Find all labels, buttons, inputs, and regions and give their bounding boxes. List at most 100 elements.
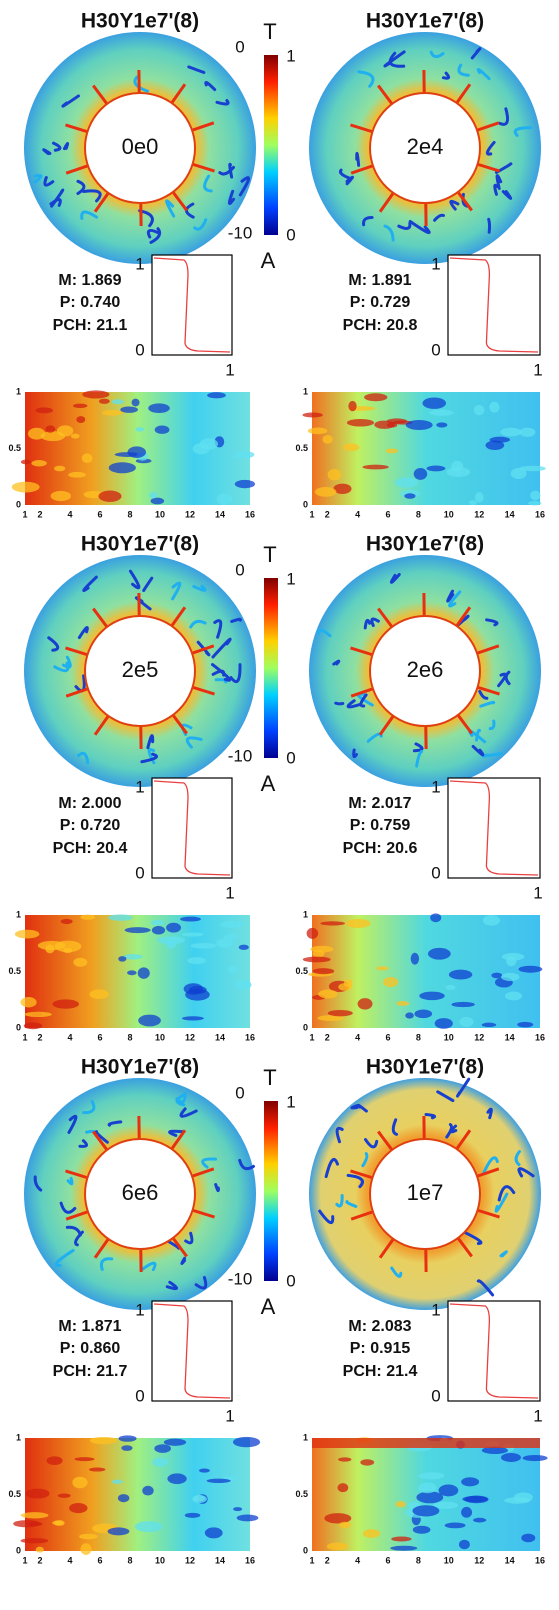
plume bbox=[140, 1261, 157, 1272]
plume bbox=[497, 1185, 516, 1202]
profile-curve bbox=[449, 257, 539, 353]
heatmap-blob bbox=[236, 1514, 259, 1522]
heatmap-blob bbox=[111, 1479, 123, 1484]
plume bbox=[238, 1158, 255, 1171]
stat-pch: PCH: 20.6 bbox=[343, 840, 418, 857]
colorbar bbox=[264, 55, 278, 235]
plume bbox=[504, 670, 511, 686]
heatmap-blob bbox=[88, 1467, 106, 1472]
stat-p: P: 0.759 bbox=[350, 817, 411, 834]
heatmap-blob bbox=[79, 1533, 98, 1540]
heatmap-blob bbox=[76, 416, 86, 423]
heatmap-x-tick: 2 bbox=[37, 509, 42, 519]
plume bbox=[51, 141, 62, 152]
heatmap-blob bbox=[343, 979, 353, 988]
heatmap-blob bbox=[35, 407, 53, 414]
hot-plume bbox=[92, 84, 109, 105]
hot-plume bbox=[170, 83, 187, 104]
heatmap-blob bbox=[445, 985, 456, 991]
heatmap-x-tick: 16 bbox=[245, 1555, 255, 1565]
heatmap-blob bbox=[418, 1472, 445, 1480]
plume bbox=[80, 210, 99, 220]
plume bbox=[76, 179, 86, 196]
colorbar bbox=[264, 578, 278, 758]
profile-box bbox=[447, 1300, 541, 1402]
heatmap-blob bbox=[426, 465, 446, 472]
plume bbox=[193, 218, 208, 231]
plume bbox=[230, 617, 242, 623]
heatmap-x-tick: 10 bbox=[444, 1555, 454, 1565]
heatmap-blob bbox=[385, 448, 399, 454]
profile-y-top: 1 bbox=[135, 254, 144, 273]
plume bbox=[228, 162, 234, 179]
heatmap-x-tick: 8 bbox=[416, 1555, 421, 1565]
heatmap-x-tick: 4 bbox=[67, 1032, 72, 1042]
heatmap-blob bbox=[233, 451, 255, 459]
stat-m: M: 2.017 bbox=[348, 795, 411, 812]
profile-y-top: 1 bbox=[431, 777, 440, 796]
plume bbox=[456, 1077, 471, 1098]
heatmap-x-tick: 4 bbox=[355, 509, 360, 519]
heatmap-blob bbox=[228, 965, 239, 974]
profile-y-top: 1 bbox=[135, 777, 144, 796]
heatmap-blob bbox=[131, 398, 140, 407]
plume bbox=[194, 1276, 208, 1290]
plume bbox=[471, 744, 485, 757]
profile-y-top: 1 bbox=[431, 254, 440, 273]
profile-x-right: 1 bbox=[533, 360, 542, 379]
heatmap-blob bbox=[219, 921, 244, 928]
profile-y-top: 1 bbox=[135, 1300, 144, 1319]
heatmap-blob bbox=[346, 918, 371, 928]
plume bbox=[179, 1107, 198, 1118]
heatmap-blob bbox=[206, 1478, 231, 1484]
heatmap-x-tick: 6 bbox=[97, 509, 102, 519]
hot-plume bbox=[65, 1210, 89, 1221]
heatmap-blob bbox=[124, 927, 151, 934]
heatmap-blob bbox=[20, 459, 31, 465]
heatmap-blob bbox=[234, 979, 252, 990]
heatmap-blob bbox=[306, 927, 319, 939]
heatmap-blob bbox=[430, 913, 442, 923]
heatmap-blob bbox=[489, 436, 510, 443]
heatmap-x-tick: 14 bbox=[215, 1555, 225, 1565]
heatmap-blob bbox=[216, 493, 233, 505]
plume bbox=[82, 1099, 96, 1115]
hot-plume bbox=[378, 192, 395, 213]
heatmap-blob bbox=[418, 1482, 437, 1494]
plume bbox=[363, 618, 372, 630]
hot-plume bbox=[93, 1238, 110, 1259]
heatmap-blob bbox=[410, 952, 420, 965]
plume bbox=[408, 219, 431, 235]
heatmap-blob bbox=[148, 403, 170, 414]
heatmap-blob bbox=[438, 1484, 459, 1497]
heatmap-blob bbox=[127, 970, 137, 976]
profile-y-bottom: 0 bbox=[135, 863, 144, 882]
heatmap-blob bbox=[216, 938, 234, 948]
plume bbox=[448, 590, 462, 608]
heatmap-blob bbox=[383, 977, 399, 988]
plume bbox=[196, 640, 211, 657]
heatmap-blob bbox=[500, 427, 522, 437]
plume bbox=[481, 1156, 499, 1176]
heatmap-blob bbox=[120, 406, 138, 413]
profile-box bbox=[447, 254, 541, 356]
panel-label: 2e6 bbox=[407, 657, 444, 682]
profile-box bbox=[151, 254, 233, 356]
heatmap-blob bbox=[53, 465, 66, 472]
heatmap-y-tick: 0 bbox=[303, 1545, 308, 1555]
heatmap-x-tick: 2 bbox=[325, 1032, 330, 1042]
heatmap-y-tick: 0 bbox=[303, 1022, 308, 1032]
heatmap-blob bbox=[40, 431, 66, 442]
heatmap bbox=[25, 915, 250, 1028]
heatmap-blob bbox=[458, 1539, 470, 1550]
stat-p: P: 0.740 bbox=[60, 294, 121, 311]
plume bbox=[47, 636, 60, 652]
plume bbox=[184, 1231, 194, 1245]
heatmap bbox=[312, 915, 540, 1028]
heatmap-y-tick: 0 bbox=[16, 1545, 21, 1555]
heatmap-blob bbox=[118, 1435, 137, 1442]
heatmap-x-tick: 12 bbox=[474, 509, 484, 519]
hot-plume bbox=[65, 646, 88, 657]
plume bbox=[517, 1167, 535, 1178]
hot-plume bbox=[170, 606, 187, 627]
